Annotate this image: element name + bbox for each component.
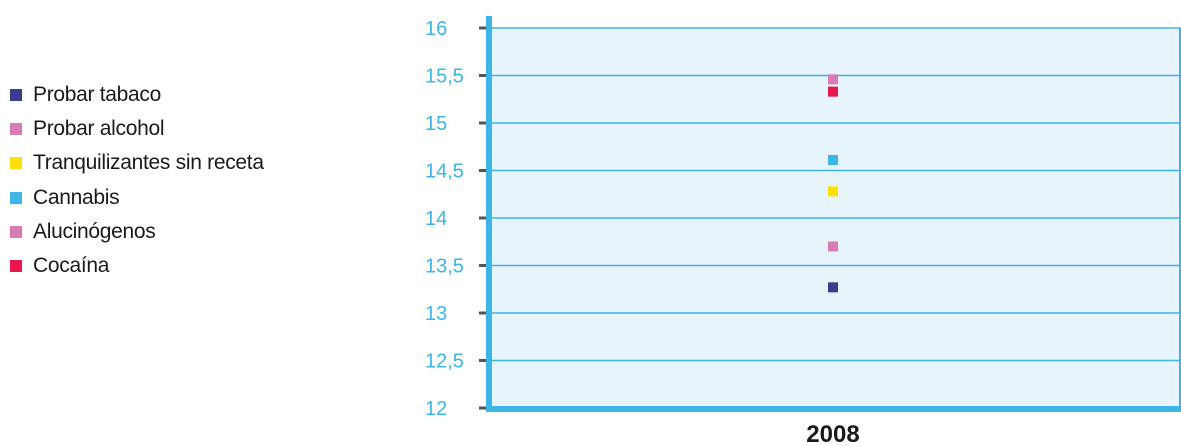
- legend-item: Cannabis: [10, 181, 264, 215]
- data-point-6: [828, 86, 838, 97]
- legend-swatch: [10, 260, 22, 273]
- legend-swatch: [10, 89, 22, 102]
- y-tick-label: 15,5: [425, 66, 464, 88]
- legend-label: Probar alcohol: [33, 117, 165, 141]
- y-tick-label: 14: [425, 208, 447, 230]
- legend-label: Cannabis: [33, 185, 120, 209]
- legend-item: Probar alcohol: [10, 112, 264, 146]
- y-tick-label: 13,5: [425, 256, 464, 278]
- data-point-1: [828, 282, 838, 293]
- x-tick-label: 2008: [806, 421, 859, 446]
- y-tick-label: 16: [425, 18, 447, 40]
- legend-swatch: [10, 225, 22, 238]
- y-tick-label: 12: [425, 398, 447, 420]
- y-axis-ticks: 12 12,5 13 13,5 14 14,5 15 15,5 16: [425, 18, 486, 420]
- legend-swatch: [10, 191, 22, 204]
- y-tick-label: 15: [425, 113, 447, 135]
- y-tick-label: 14,5: [425, 161, 464, 183]
- data-point-3: [828, 186, 838, 197]
- y-tick-label: 13: [425, 303, 447, 325]
- legend-item: Cocaína: [10, 249, 264, 283]
- data-point-5: [828, 241, 838, 252]
- data-point-4: [828, 155, 838, 166]
- legend-label: Probar tabaco: [33, 83, 162, 107]
- x-axis-ticks: 2008: [806, 421, 859, 446]
- legend-item: Alucinógenos: [10, 215, 264, 249]
- legend-label: Tranquilizantes sin receta: [33, 151, 264, 175]
- axes: [486, 16, 1181, 412]
- y-tick-label: 12,5: [425, 351, 464, 373]
- legend-swatch: [10, 157, 22, 170]
- legend-swatch: [10, 123, 22, 136]
- legend-item: Tranquilizantes sin receta: [10, 146, 264, 180]
- legend-label: Alucinógenos: [33, 219, 156, 243]
- legend-label: Cocaína: [33, 254, 110, 278]
- data-points: [828, 74, 838, 293]
- legend-item: Probar tabaco: [10, 78, 264, 112]
- chart-legend: Probar tabaco Probar alcohol Tranquilizant…: [10, 78, 264, 283]
- data-point-2: [828, 74, 838, 85]
